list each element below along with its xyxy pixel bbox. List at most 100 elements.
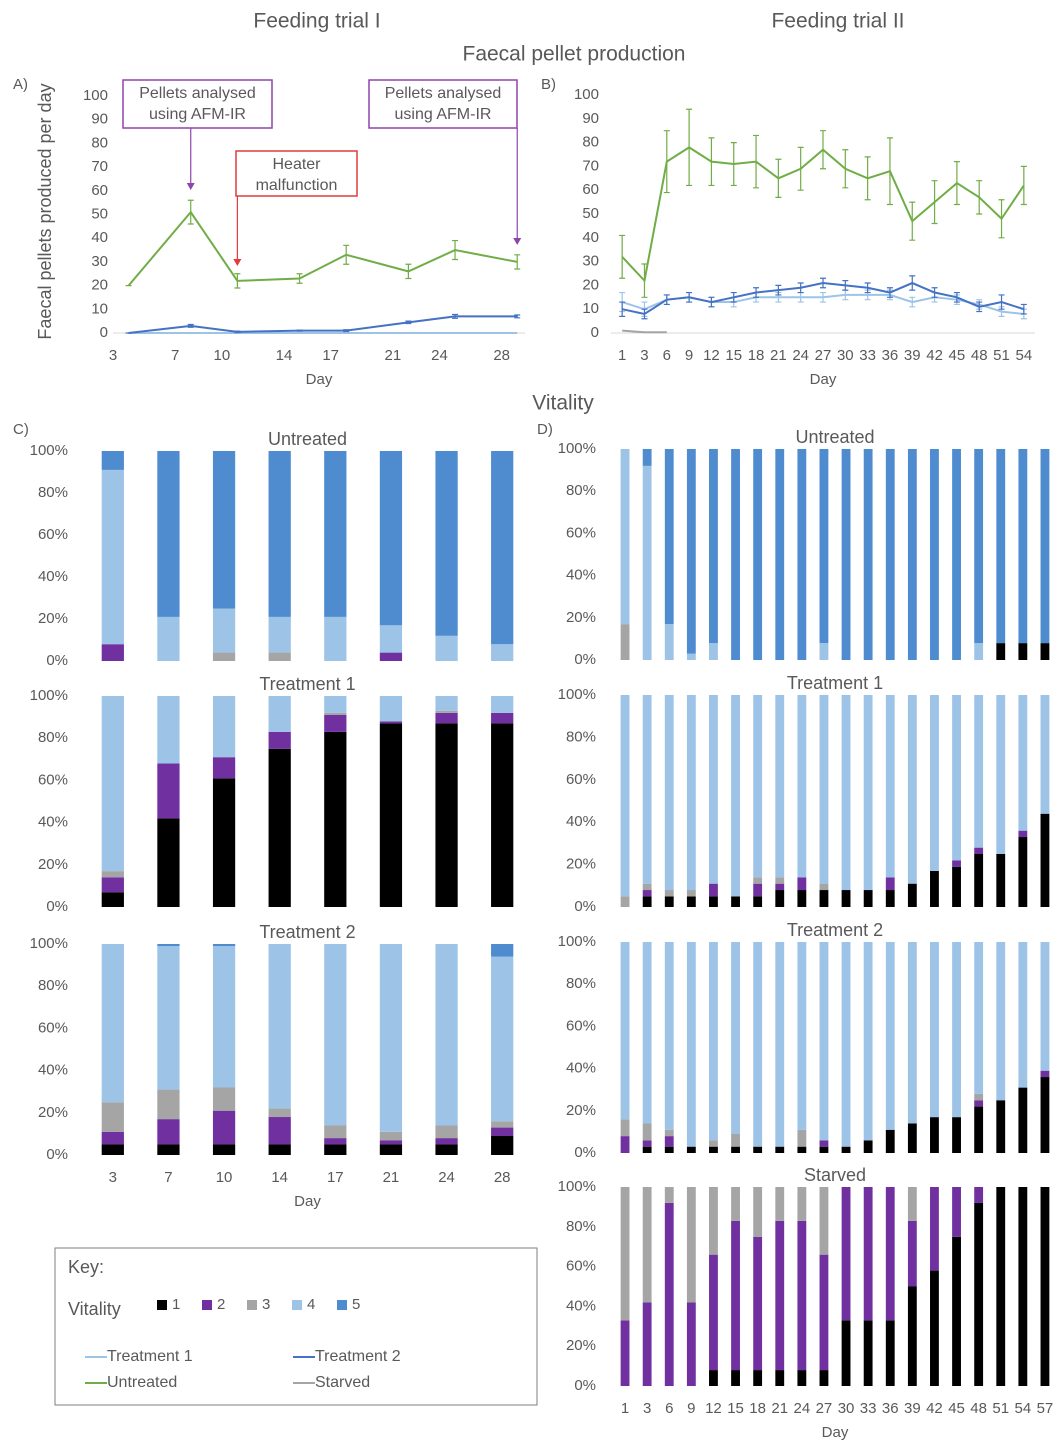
bar-segment <box>709 449 718 644</box>
y-tick-label: 50 <box>582 205 599 222</box>
y-tick-label: 100 <box>574 86 599 103</box>
y-tick-label: 80% <box>566 975 596 992</box>
bar-segment <box>863 695 873 891</box>
y-tick-label: 60 <box>91 182 108 199</box>
y-tick-label: 60% <box>566 1017 596 1034</box>
error-bar <box>343 244 350 265</box>
y-tick-label: 40% <box>38 814 68 831</box>
x-tick-label: 15 <box>725 347 742 364</box>
x-tick-label: 12 <box>705 1400 722 1417</box>
y-tick-label: 60% <box>566 771 596 788</box>
chart-title: Treatment 1 <box>259 674 355 694</box>
chart-title: Starved <box>804 1165 866 1185</box>
bar-segment <box>863 1140 873 1153</box>
bar-segment <box>775 1370 785 1386</box>
bar-segment <box>819 695 829 884</box>
bar-segment <box>686 890 696 897</box>
y-tick-label: 80% <box>38 484 68 501</box>
bar-segment <box>642 695 652 884</box>
error-bar <box>775 158 782 198</box>
bar-segment <box>930 449 939 660</box>
x-tick-label: 18 <box>748 347 765 364</box>
bar-segment <box>620 896 630 907</box>
bar-segment <box>996 942 1006 1101</box>
annotation-box <box>368 79 518 129</box>
chart-title: Treatment 2 <box>787 920 883 940</box>
bar-segment <box>863 1320 873 1386</box>
y-tick-label: 0% <box>574 898 596 915</box>
bar-segment <box>686 1302 696 1386</box>
bar-segment <box>775 695 785 878</box>
annotation-arrowhead <box>186 183 195 190</box>
bar-segment <box>952 1236 961 1386</box>
legend-swatch <box>292 1300 302 1310</box>
error-bar <box>797 282 804 294</box>
error-bar <box>842 280 849 291</box>
bar-segment <box>885 877 895 891</box>
annotation-box <box>235 150 358 197</box>
bar-segment <box>1018 1087 1028 1153</box>
bar-segment <box>819 1254 829 1371</box>
bar-segment <box>753 1370 763 1386</box>
error-bar <box>663 130 670 194</box>
error-bar <box>619 301 626 317</box>
bar-segment <box>157 1089 180 1120</box>
bar-segment <box>996 643 1006 660</box>
bar-segment <box>435 635 458 661</box>
annotation-text: Heater <box>272 156 321 173</box>
error-bar <box>187 323 194 328</box>
error-bar <box>663 294 670 306</box>
bar-segment <box>101 944 124 1103</box>
bar-segment <box>709 942 718 1141</box>
error-bar <box>909 296 916 308</box>
y-tick-label: 0% <box>574 1144 596 1161</box>
bar-segment <box>1040 1070 1050 1078</box>
bar-segment <box>664 1187 674 1203</box>
bar-segment <box>753 883 763 897</box>
error-bar <box>641 263 648 298</box>
y-tick-label: 20% <box>566 1337 596 1354</box>
legend-label: 1 <box>172 1296 180 1313</box>
bar-segment <box>996 854 1006 907</box>
bar-segment <box>491 956 514 1122</box>
bar-segment <box>974 695 984 848</box>
bar-segment <box>731 1134 740 1147</box>
y-tick-label: 80% <box>38 729 68 746</box>
bar-segment <box>268 451 291 617</box>
bar-segment <box>797 1220 807 1371</box>
bar-segment <box>664 1129 674 1137</box>
y-tick-label: 20% <box>38 1104 68 1121</box>
bar-segment <box>775 942 785 1147</box>
bar-segment <box>324 714 347 732</box>
bar-segment <box>775 1220 785 1371</box>
y-tick-label: 100% <box>558 440 596 457</box>
x-tick-label: 17 <box>327 1169 344 1186</box>
bar-segment <box>996 449 1006 644</box>
error-bar <box>998 199 1005 239</box>
bar-segment <box>642 890 652 897</box>
legend-label: 5 <box>352 1296 360 1313</box>
bar-segment <box>379 625 403 653</box>
bar-segment <box>157 946 180 1090</box>
error-bar <box>514 314 521 319</box>
bar-segment <box>491 1127 514 1137</box>
error-bar <box>820 277 826 289</box>
bar-segment <box>1040 813 1050 907</box>
bar-segment <box>379 1140 403 1145</box>
bar-segment <box>157 1119 180 1145</box>
bar-segment <box>775 1146 785 1153</box>
bar-segment <box>157 763 180 819</box>
bar-segment <box>1040 643 1050 660</box>
bar-segment <box>753 1236 763 1371</box>
bar-segment <box>491 1136 514 1155</box>
bar-segment <box>907 449 917 660</box>
x-tick-label: 21 <box>383 1169 400 1186</box>
bar-segment <box>841 1320 851 1386</box>
bar-segment <box>841 695 851 891</box>
error-bar <box>753 287 760 298</box>
bar-segment <box>819 1140 829 1147</box>
bar-segment <box>686 1146 696 1153</box>
y-tick-label: 40 <box>91 229 108 246</box>
bar-segment <box>435 712 458 724</box>
